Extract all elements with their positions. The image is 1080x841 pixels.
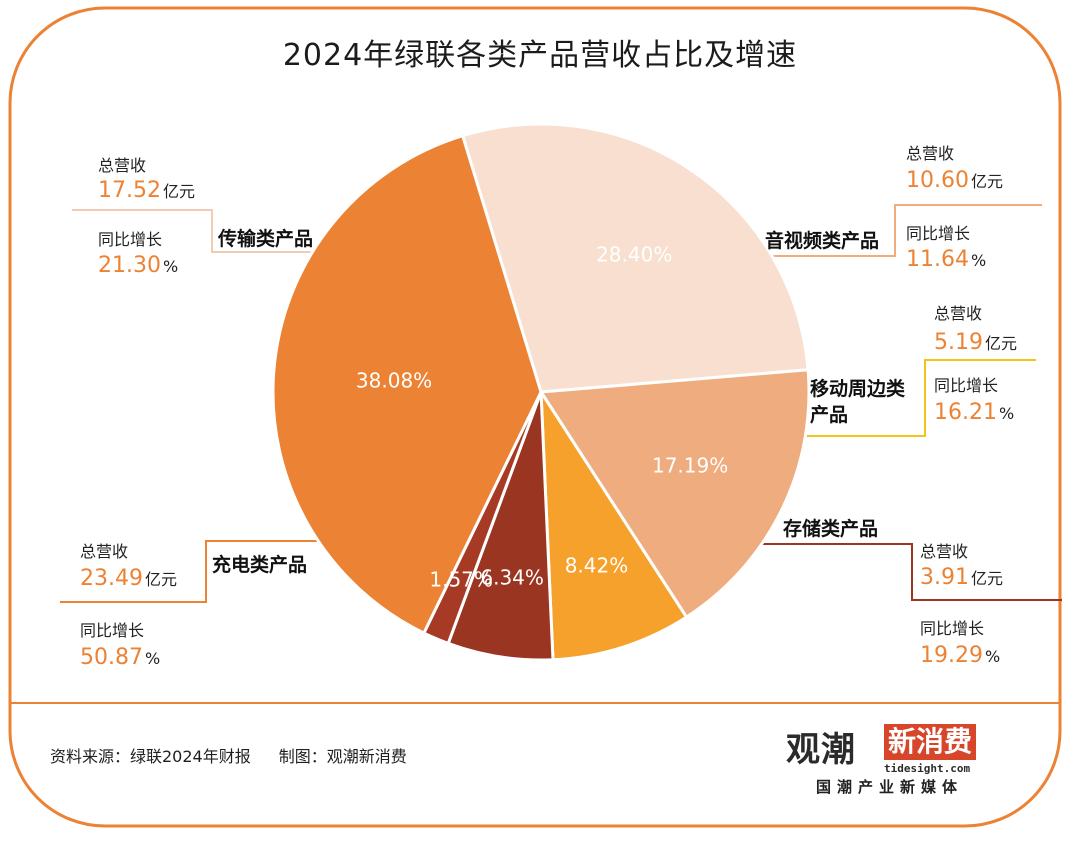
av-growth-value: 11.64% xyxy=(906,247,987,272)
source-text: 资料来源：绿联2024年财报 xyxy=(50,747,251,766)
category-label-charging: 充电类产品 xyxy=(212,554,308,576)
transfer-growth-label: 同比增长 xyxy=(98,230,163,249)
transfer-growth-value: 21.30% xyxy=(98,253,179,278)
storage-revenue-label: 总营收 xyxy=(920,542,969,561)
brand-logo: 观潮 新消费 tidesight.com 国潮产业新媒体 xyxy=(786,722,1016,796)
brand-url: tidesight.com xyxy=(884,762,971,775)
mobile-revenue-label: 总营收 xyxy=(934,304,983,323)
pie-slice-mobile xyxy=(539,386,689,662)
av-growth-label: 同比增长 xyxy=(906,224,971,243)
storage-revenue-value: 3.91 亿元 xyxy=(920,565,1003,590)
connector-av xyxy=(760,204,1042,257)
brand-name-part1: 观潮 xyxy=(786,730,856,770)
storage-growth-label: 同比增长 xyxy=(920,619,985,638)
percent-label-transfer: 28.40% xyxy=(596,242,672,266)
category-label-storage: 存储类产品 xyxy=(783,518,879,540)
charging-growth-value: 50.87% xyxy=(80,645,161,670)
percent-labels: 28.40% 17.19% 8.42% 6.34%1.57% 38.08% xyxy=(356,242,728,591)
transfer-revenue-value: 17.52 亿元 xyxy=(98,178,195,203)
connector-storage xyxy=(760,543,1062,601)
storage-growth-value: 19.29% xyxy=(920,643,1001,668)
percent-label-av: 17.19% xyxy=(652,453,728,477)
transfer-revenue-label: 总营收 xyxy=(98,156,147,175)
chart-title: 2024年绿联各类产品营收占比及增速 xyxy=(282,38,798,73)
mobile-growth-value: 16.21% xyxy=(934,400,1015,425)
percent-label-storage: 6.34% xyxy=(480,565,544,589)
category-label-transfer: 传输类产品 xyxy=(218,228,314,250)
pie-slice-charging xyxy=(271,133,543,636)
charging-revenue-label: 总营收 xyxy=(80,542,129,561)
data-source: 资料来源：绿联2024年财报 制图：观潮新消费 xyxy=(50,743,407,767)
label-connectors xyxy=(60,204,1062,603)
charging-growth-label: 同比增长 xyxy=(80,621,145,640)
charging-revenue-value: 23.49 亿元 xyxy=(80,566,177,591)
pie-slice-av xyxy=(538,368,811,620)
category-label-mobile: 移动周边类产品 xyxy=(810,378,906,426)
av-revenue-value: 10.60 亿元 xyxy=(906,168,1003,193)
pie-slice-transfer xyxy=(460,122,810,394)
av-revenue-label: 总营收 xyxy=(906,144,955,163)
mobile-growth-label: 同比增长 xyxy=(934,376,999,395)
connector-transfer xyxy=(72,209,355,253)
category-label-av: 音视频类产品 xyxy=(765,230,880,252)
credit-text: 制图：观潮新消费 xyxy=(278,747,407,766)
mobile-revenue-value: 5.19 亿元 xyxy=(934,330,1017,355)
percent-label-mobile: 8.42% xyxy=(565,554,629,578)
percent-label-other: 1.57% xyxy=(429,567,493,591)
pie-slices xyxy=(271,122,811,662)
brand-tagline: 国潮产业新媒体 xyxy=(816,778,964,796)
percent-label-charging: 38.08% xyxy=(356,369,432,393)
connector-mobile xyxy=(805,359,1036,437)
connector-charging xyxy=(60,540,330,603)
brand-name-part2: 新消费 xyxy=(884,724,977,760)
